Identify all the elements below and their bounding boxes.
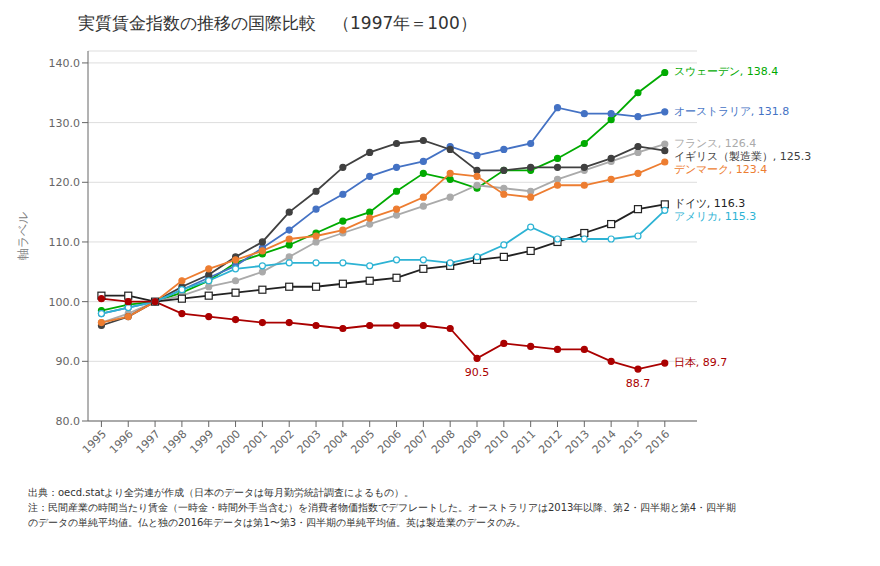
svg-text:1998: 1998 <box>161 427 190 456</box>
svg-text:2003: 2003 <box>295 427 324 456</box>
svg-text:2005: 2005 <box>348 427 377 456</box>
svg-text:2012: 2012 <box>536 427 565 456</box>
svg-text:軸ラベル: 軸ラベル <box>16 212 30 260</box>
svg-text:2008: 2008 <box>429 427 458 456</box>
svg-text:アメリカ, 115.3: アメリカ, 115.3 <box>674 210 756 223</box>
svg-text:88.7: 88.7 <box>626 377 651 390</box>
svg-text:フランス, 126.4: フランス, 126.4 <box>674 137 756 150</box>
svg-text:2013: 2013 <box>563 427 592 456</box>
html-text:注：民間産業の時間当たり賃金（一時金・時間外手当含む）を消費: 注：民間産業の時間当たり賃金（一時金・時間外手当含む）を消費者物価指数でデフレー… <box>28 502 737 513</box>
svg-text:オーストラリア, 131.8: オーストラリア, 131.8 <box>674 105 789 118</box>
svg-text:1999: 1999 <box>187 427 216 456</box>
svg-text:2004: 2004 <box>322 427 351 456</box>
svg-text:スウェーデン, 138.4: スウェーデン, 138.4 <box>674 65 778 78</box>
html-text:出典：oecd.statより全労連が作成（日本のデータは毎月: 出典：oecd.statより全労連が作成（日本のデータは毎月勤労統計調査によるも… <box>28 487 415 498</box>
svg-text:80.0: 80.0 <box>56 415 81 428</box>
svg-text:イギリス（製造業）, 125.3: イギリス（製造業）, 125.3 <box>674 150 811 163</box>
svg-text:日本, 89.7: 日本, 89.7 <box>674 356 728 369</box>
svg-text:デンマーク, 123.4: デンマーク, 123.4 <box>674 163 767 176</box>
svg-text:1997: 1997 <box>134 427 163 456</box>
svg-text:120.0: 120.0 <box>49 176 81 189</box>
svg-text:2010: 2010 <box>482 427 511 456</box>
svg-text:ドイツ, 116.3: ドイツ, 116.3 <box>674 197 745 210</box>
svg-text:2007: 2007 <box>402 427 431 456</box>
svg-text:2016: 2016 <box>643 427 672 456</box>
svg-text:2015: 2015 <box>617 427 646 456</box>
svg-text:1995: 1995 <box>80 427 109 456</box>
svg-text:2001: 2001 <box>241 427 270 456</box>
html-text:実質賃金指数の推移の国際比較 （1997年＝100）: 実質賃金指数の推移の国際比較 （1997年＝100） <box>78 13 477 33</box>
html-text:のデータの単純平均値。仏と独の2016年データは第1〜第3・: のデータの単純平均値。仏と独の2016年データは第1〜第3・四半期の単純平均値。… <box>28 517 527 528</box>
svg-text:2011: 2011 <box>509 427 538 456</box>
svg-text:110.0: 110.0 <box>49 236 81 249</box>
svg-text:130.0: 130.0 <box>49 117 81 130</box>
svg-text:100.0: 100.0 <box>49 296 81 309</box>
svg-text:2009: 2009 <box>456 427 485 456</box>
svg-text:2002: 2002 <box>268 427 297 456</box>
svg-text:2014: 2014 <box>590 427 619 456</box>
svg-text:90.0: 90.0 <box>56 355 81 368</box>
svg-text:90.5: 90.5 <box>465 366 490 379</box>
svg-text:1996: 1996 <box>107 427 136 456</box>
svg-text:2000: 2000 <box>214 427 243 456</box>
svg-text:140.0: 140.0 <box>49 57 81 70</box>
svg-text:2006: 2006 <box>375 427 404 456</box>
